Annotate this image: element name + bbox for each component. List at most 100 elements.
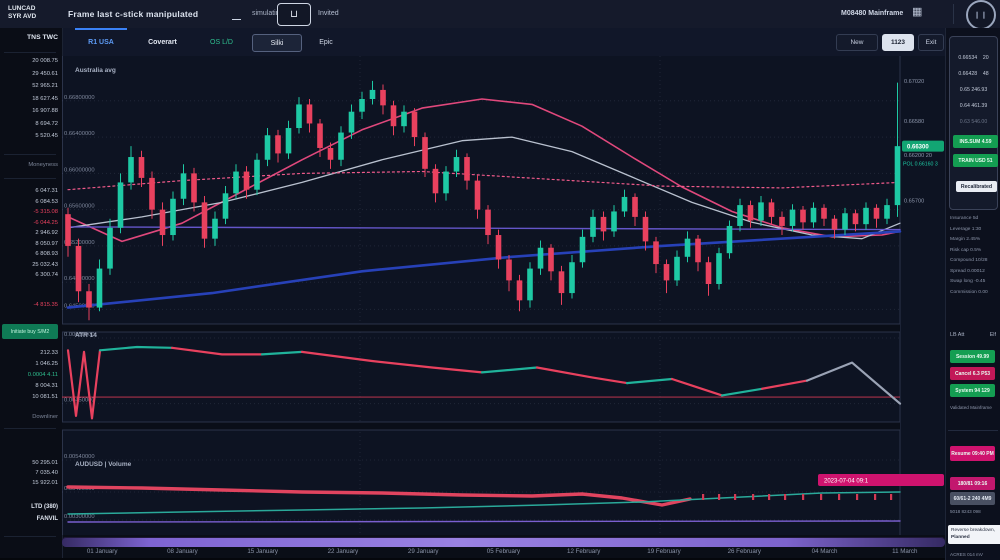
svg-text:0.66300: 0.66300 [907, 145, 929, 151]
watchlist-row[interactable]: 20 008.75 [0, 58, 58, 64]
watchlist-row[interactable]: 2 946.92 [0, 230, 58, 236]
chart-scrollbar[interactable] [62, 537, 945, 547]
info-line: Compound 10/28 [950, 256, 998, 267]
secondary-button[interactable]: 60/61-2 240 4M9 [950, 492, 995, 505]
tab-epic[interactable]: Epic [307, 34, 345, 50]
watchlist-row[interactable]: 6 300.74 [0, 272, 58, 278]
watchlist-row[interactable]: -6 044.25 [0, 220, 58, 226]
watchlist-row[interactable]: -5 315.08 [0, 209, 58, 215]
svg-text:0.65700: 0.65700 [904, 199, 924, 205]
tray-icon: ⊔ [290, 9, 298, 20]
inline-cursor [232, 19, 241, 20]
grid-icon[interactable]: ▦ [912, 7, 922, 18]
left-sidebar: TNS TWC Moneyness -4 815.35 Initiate buy… [0, 28, 63, 560]
quote-row[interactable]: 0.63 546.00 [950, 119, 997, 125]
chart-region: 0.66800000 0.66400000 0.66000000 0.65600000… [62, 56, 945, 535]
session-button[interactable]: Session 49.99 [950, 350, 995, 363]
watchlist-row[interactable]: 29 450.61 [0, 71, 58, 77]
info-line: Commission 0.00 [950, 288, 998, 299]
price-pane: 0.66800000 0.66400000 0.66000000 0.65600000… [62, 67, 900, 309]
tooltip-line-1: Reverse breakdown, [951, 528, 1000, 535]
price-chart[interactable]: 0.66800000 0.66400000 0.66000000 0.65600000… [62, 56, 945, 535]
svg-text:ATR 14: ATR 14 [75, 332, 97, 339]
quote-row[interactable]: 0.65 246.93 [950, 87, 997, 93]
page-title: Frame last c-stick manipulated [68, 9, 198, 19]
watchlist-title: TNS TWC [0, 34, 58, 41]
svg-text:0.66400000: 0.66400000 [64, 131, 95, 137]
svg-text:0.66800000: 0.66800000 [64, 95, 95, 101]
watchlist-row[interactable]: 8 004.31 [0, 383, 58, 389]
svg-text:0.00300000: 0.00300000 [64, 514, 95, 520]
app-logo[interactable]: LUNCAD SYR AVD [0, 0, 62, 28]
quote-row[interactable]: 0.66534 20 [950, 55, 997, 61]
svg-text:0.66000000: 0.66000000 [64, 167, 95, 173]
ltd-label: LTD (380) [0, 504, 58, 510]
watchlist-row[interactable]: 5 520.45 [0, 133, 58, 139]
candles [65, 81, 900, 320]
logo-line-2: SYR AVD [0, 13, 62, 21]
tab-os-l-d[interactable]: OS L/D [198, 34, 245, 50]
info-line: Risk cap 0.5% [950, 246, 998, 257]
header-divider [953, 4, 954, 24]
tab-elf[interactable]: Elf [990, 332, 996, 338]
info-line: Swap long -0.45 [950, 277, 998, 288]
trading-app-window: LUNCAD SYR AVD Frame last c-stick manipu… [0, 0, 1000, 560]
watchlist-row[interactable]: 25 032.43 [0, 262, 58, 268]
watchlist-row[interactable]: 10 081.51 [0, 394, 58, 400]
downliner-label: Downliner [0, 414, 58, 420]
divider [948, 430, 998, 431]
cancel-button[interactable]: Cancel 6.3 P53 [950, 367, 995, 380]
tab-silki[interactable]: Silki [252, 34, 302, 52]
schedule-button[interactable]: 180/81 09:16 [950, 477, 995, 490]
recalibrated-badge[interactable]: Recalibrated [956, 181, 997, 192]
watchlist-row[interactable]: 15 922.01 [0, 480, 58, 486]
timeframe-button[interactable]: 1123 [882, 34, 914, 51]
watchlist-row[interactable]: 1 046.25 [0, 361, 58, 367]
train-button[interactable]: TRAIN USD 51 [953, 154, 998, 167]
account-label[interactable]: M08480 Mainframe [841, 10, 903, 17]
volume-pane: 0.005400000.004200000.00300000AUDUSD | V… [62, 454, 944, 522]
watchlist-row[interactable]: 52 965.21 [0, 83, 58, 89]
divider [4, 428, 56, 429]
ma-pink [68, 99, 900, 241]
tab-coverart[interactable]: Coverart [135, 34, 190, 50]
tooltip-card: Reverse breakdown, Planned [948, 525, 1000, 544]
system-button[interactable]: System 94 129 [950, 384, 995, 397]
watchlist-row[interactable]: 6 047.31 [0, 188, 58, 194]
watchlist-row[interactable]: 50 295.01 [0, 460, 58, 466]
exit-button[interactable]: Exit [918, 34, 944, 51]
reference-note: 5018 8243 098 [950, 509, 998, 514]
watchlist-row[interactable]: 212.33 [0, 350, 58, 356]
moneyness-label: Moneyness [0, 162, 58, 168]
divider [4, 154, 56, 155]
quote-row[interactable]: 0.64 461.39 [950, 103, 997, 109]
svg-text:2023-07-04 09:1: 2023-07-04 09:1 [824, 479, 869, 485]
svg-text:0.65600000: 0.65600000 [64, 204, 95, 210]
resume-button[interactable]: Resume 09:40 PM [950, 446, 995, 461]
tray-icon-button[interactable]: ⊔ [277, 3, 311, 26]
tab-r1-usa[interactable]: R1 USA [75, 34, 127, 50]
watchlist-row[interactable]: 6 084.53 [0, 199, 58, 205]
watchlist-row[interactable]: 7 035.40 [0, 470, 58, 476]
info-line: Spread 0.00012 [950, 267, 998, 278]
invited-label: Invited [318, 10, 339, 17]
watchlist-row[interactable]: 8 694.72 [0, 121, 58, 127]
watchlist-row[interactable]: 18 627.45 [0, 96, 58, 102]
svg-text:AUDUSD | Volume: AUDUSD | Volume [75, 461, 132, 468]
watchlist-row[interactable]: 16 907.88 [0, 108, 58, 114]
order-tabs: LB Att Elf [950, 332, 996, 338]
svg-text:0.66200 20: 0.66200 20 [904, 153, 932, 159]
divider [4, 52, 56, 53]
quote-row[interactable]: 0.66428 48 [950, 71, 997, 77]
loss-value: -4 815.35 [0, 302, 58, 308]
svg-text:0.00540000: 0.00540000 [64, 454, 95, 460]
avatar[interactable]: ❙❙ [966, 0, 996, 30]
watchlist-row[interactable]: 6 808.93 [0, 251, 58, 257]
initiate-buy-button[interactable]: Initiate buy S/M2 [2, 324, 58, 339]
watchlist-row[interactable]: 8 050.97 [0, 241, 58, 247]
svg-text:Australia avg: Australia avg [75, 67, 116, 74]
buy-button[interactable]: INS.SUM 4.59 [953, 135, 998, 148]
new-button[interactable]: New [836, 34, 878, 51]
tab-lb-att[interactable]: LB Att [950, 332, 964, 338]
watchlist-row[interactable]: 0.0004 4.11 [0, 372, 58, 378]
